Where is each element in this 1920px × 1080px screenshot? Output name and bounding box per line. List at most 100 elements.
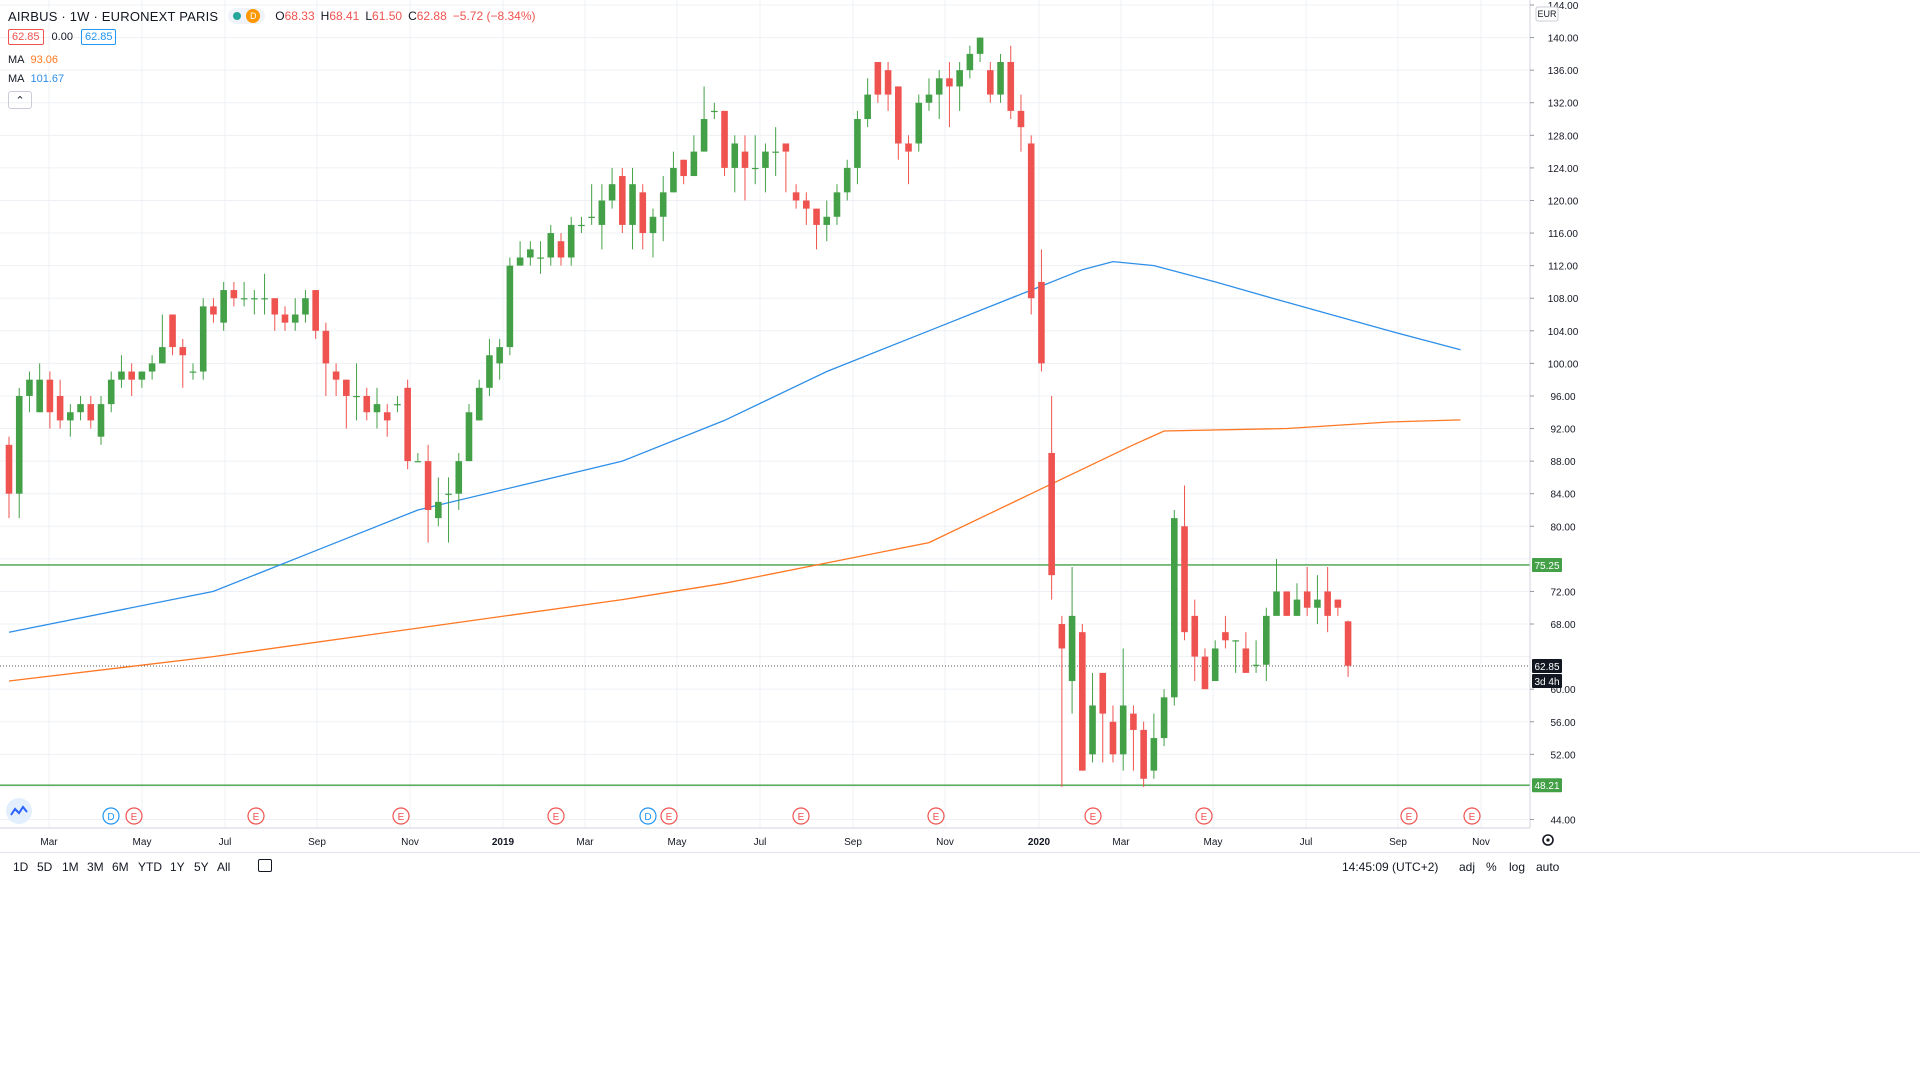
candle-body: [230, 290, 238, 299]
candle-body: [363, 395, 371, 413]
candle-down: [1303, 567, 1311, 616]
timeframe-1d[interactable]: 1D: [13, 860, 29, 874]
candle-down: [1283, 591, 1291, 616]
dividend-marker[interactable]: D: [102, 807, 120, 825]
price-tick-label: 112.00: [1548, 262, 1578, 273]
price-axis[interactable]: 44.00 52.00 56.00 60.00 68.00 72.00 80.00 84.00…: [1529, 0, 1579, 846]
time-axis[interactable]: Mar May Jul Sep Nov 2019 Mar May Jul Sep Nov 2020 Ma…: [0, 827, 1530, 848]
candle-body: [557, 241, 565, 258]
earnings-marker[interactable]: E: [1084, 807, 1102, 825]
candle-down: [680, 159, 687, 185]
timeframe-1m[interactable]: 1M: [62, 860, 79, 874]
market-status-icon: [233, 12, 242, 20]
candle-up: [148, 355, 156, 380]
level-lower-box[interactable]: [1532, 778, 1562, 793]
o-value: 68.33: [284, 9, 315, 23]
l-label: L: [365, 9, 373, 23]
candle-up: [465, 404, 473, 462]
ma-legend-slow[interactable]: MA 101.67: [8, 73, 64, 85]
timeframe-5y[interactable]: 5Y: [194, 860, 209, 874]
clock-display[interactable]: 14:45:09 (UTC+2): [1342, 860, 1439, 874]
marker-circle: [247, 807, 265, 825]
price-tick-label: 88.00: [1550, 457, 1575, 468]
candle-body: [179, 347, 187, 356]
collapse-legend-button[interactable]: ⌃: [8, 91, 32, 109]
marker-circle: [660, 807, 678, 825]
marker-label: E: [253, 812, 260, 823]
candle-up: [690, 135, 698, 177]
candle-down: [1007, 45, 1015, 120]
candle-down: [1181, 485, 1188, 641]
earnings-marker[interactable]: E: [792, 807, 810, 825]
candle-down: [312, 290, 319, 339]
candle-body: [77, 404, 84, 413]
earnings-marker[interactable]: E: [660, 807, 678, 825]
scale-option[interactable]: adj: [1459, 860, 1476, 874]
marker-circle: [547, 807, 565, 825]
timeframe-1y[interactable]: 1Y: [170, 860, 185, 874]
ask-price[interactable]: 62.85: [80, 29, 117, 45]
horizontal-levels[interactable]: [0, 564, 1530, 786]
candle-body: [670, 167, 677, 193]
candle-up: [118, 355, 125, 388]
current-price-box[interactable]: [1532, 658, 1562, 673]
candle-up: [578, 216, 585, 234]
candle-up: [291, 298, 299, 331]
candle-down: [792, 184, 800, 209]
candle-up: [1160, 689, 1168, 747]
earnings-marker[interactable]: E: [247, 807, 265, 825]
candle-down: [1079, 624, 1086, 771]
candle-up: [772, 127, 779, 177]
scale-option[interactable]: log: [1509, 860, 1526, 874]
timeframe-6m[interactable]: 6M: [112, 860, 129, 874]
market-status-pill[interactable]: D: [228, 8, 266, 24]
candle-up: [159, 314, 166, 364]
price-chart[interactable]: D E E E E D E E E E E E E Mar May Jul Sep Nov 2019 Mar May J…: [0, 0, 1920, 852]
timeframe-ytd[interactable]: YTD: [138, 860, 162, 874]
candle-body: [997, 62, 1004, 95]
tradingview-logo-icon[interactable]: [6, 798, 32, 824]
candle-body: [659, 192, 667, 217]
candle-down: [1058, 615, 1066, 787]
earnings-marker[interactable]: E: [1400, 807, 1418, 825]
earnings-marker[interactable]: E: [1195, 807, 1213, 825]
candle-down: [1027, 135, 1035, 315]
scale-option[interactable]: auto: [1536, 860, 1560, 874]
marker-circle: [1084, 807, 1102, 825]
candle-up: [1068, 567, 1076, 714]
earnings-marker[interactable]: E: [125, 807, 143, 825]
candle-up: [527, 241, 534, 266]
scale-option[interactable]: %: [1486, 860, 1497, 874]
earnings-marker[interactable]: E: [927, 807, 945, 825]
earnings-marker[interactable]: E: [1463, 807, 1481, 825]
bid-price[interactable]: 62.85: [8, 29, 44, 45]
candle-body: [199, 306, 207, 372]
earnings-marker[interactable]: E: [392, 807, 410, 825]
candle-body: [1242, 648, 1250, 673]
dividend-marker[interactable]: D: [639, 807, 657, 825]
timeframe-3m[interactable]: 3M: [87, 860, 104, 874]
settings-gear-icon[interactable]: [1542, 834, 1554, 846]
candle-up: [1150, 713, 1158, 779]
candle-up: [506, 257, 514, 356]
marker-label: E: [666, 812, 673, 823]
calendar-range-icon[interactable]: [258, 859, 272, 872]
timeframe-5d[interactable]: 5D: [37, 860, 53, 874]
bottom-toolbar: 1D 5D 1M 3M 6M YTD 1Y 5Y All 14:45:09 (UTC+2) ad…: [0, 852, 1920, 881]
candle-body: [1314, 599, 1321, 608]
candle-up: [843, 159, 851, 201]
candle-body: [1222, 632, 1229, 641]
candle-down: [56, 379, 64, 429]
candle-body: [843, 167, 851, 193]
level-upper-box[interactable]: [1532, 557, 1562, 572]
earnings-marker[interactable]: E: [547, 807, 565, 825]
candle-body: [26, 379, 33, 396]
candle-body: [813, 208, 820, 225]
h-value: 68.41: [329, 9, 360, 23]
candle-body: [36, 379, 43, 413]
timeframe-all[interactable]: All: [217, 860, 231, 874]
currency-tag[interactable]: [1535, 6, 1559, 22]
ma-legend-fast[interactable]: MA 93.06: [8, 54, 58, 66]
